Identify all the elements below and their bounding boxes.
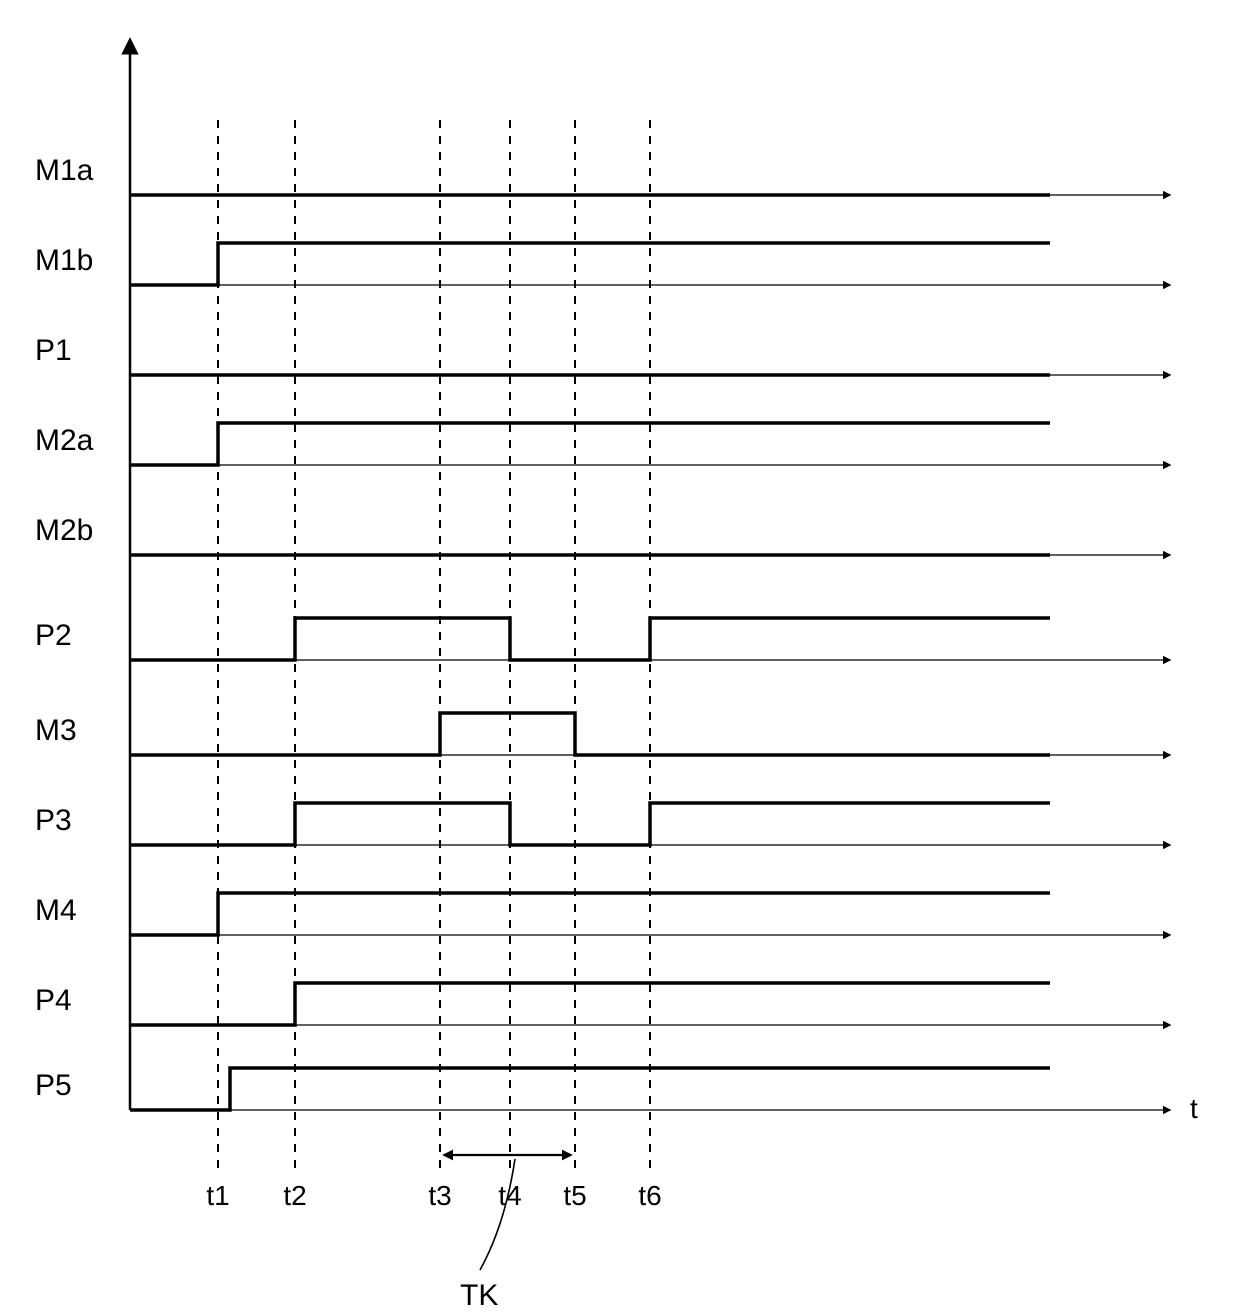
signal-label-P4: P4 bbox=[35, 984, 72, 1017]
signal-label-M1a: M1a bbox=[35, 154, 94, 187]
signal-label-P1: P1 bbox=[35, 334, 72, 367]
signal-P2 bbox=[130, 618, 1050, 660]
signal-label-M3: M3 bbox=[35, 714, 77, 747]
time-label-t3: t3 bbox=[428, 1180, 451, 1211]
tk-pointer bbox=[480, 1159, 515, 1270]
timing-diagram: t1t2t3t4t5t6M1aM1bP1M2aM2bP2M3P3M4P4P5tT… bbox=[0, 0, 1240, 1313]
signal-label-M4: M4 bbox=[35, 894, 77, 927]
signal-label-P2: P2 bbox=[35, 619, 72, 652]
signal-label-M1b: M1b bbox=[35, 244, 93, 277]
signal-label-M2a: M2a bbox=[35, 424, 94, 457]
signal-M1b bbox=[130, 243, 1050, 285]
signal-P3 bbox=[130, 803, 1050, 845]
signal-label-M2b: M2b bbox=[35, 514, 93, 547]
x-axis-label: t bbox=[1190, 1093, 1198, 1124]
time-label-t6: t6 bbox=[638, 1180, 661, 1211]
signal-M4 bbox=[130, 893, 1050, 935]
signal-P5 bbox=[130, 1068, 1050, 1110]
signal-label-P5: P5 bbox=[35, 1069, 72, 1102]
time-label-t5: t5 bbox=[563, 1180, 586, 1211]
tk-label: TK bbox=[460, 1279, 498, 1312]
signal-label-P3: P3 bbox=[35, 804, 72, 837]
signal-M3 bbox=[130, 713, 1050, 755]
time-label-t1: t1 bbox=[206, 1180, 229, 1211]
signal-M2a bbox=[130, 423, 1050, 465]
signal-P4 bbox=[130, 983, 1050, 1025]
time-label-t2: t2 bbox=[283, 1180, 306, 1211]
